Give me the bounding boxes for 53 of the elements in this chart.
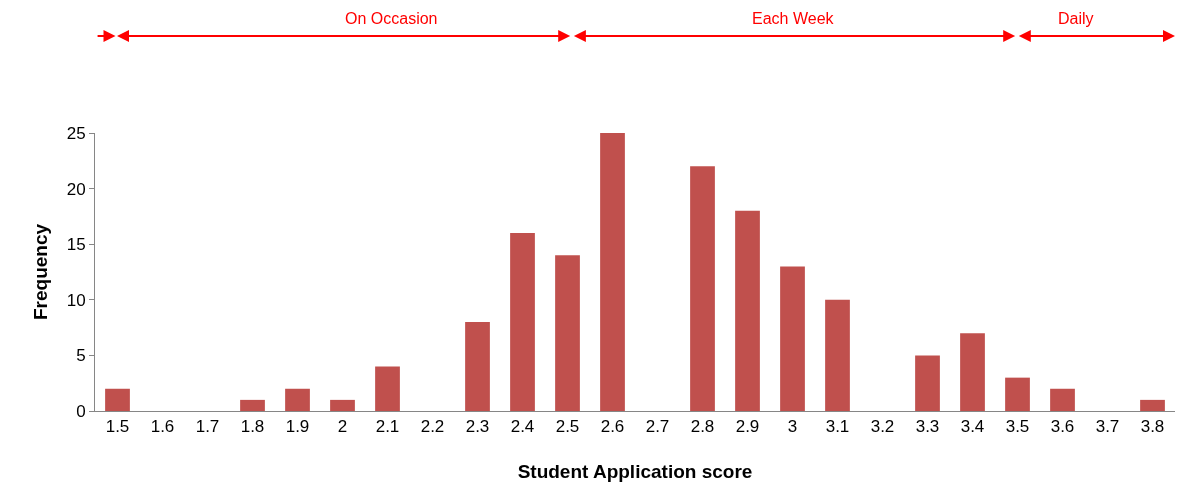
bar bbox=[915, 355, 940, 411]
x-tick-label: 2.8 bbox=[690, 417, 715, 437]
bar bbox=[780, 266, 805, 411]
x-tick-label: 3.1 bbox=[825, 417, 850, 437]
bar bbox=[1140, 399, 1165, 411]
y-tick-label: 10 bbox=[66, 290, 86, 310]
x-tick-label: 2.9 bbox=[735, 417, 760, 437]
text: On Occasion bbox=[345, 10, 438, 27]
x-tick-label: 1.5 bbox=[105, 417, 130, 437]
x-tick-label: 3.8 bbox=[1140, 417, 1165, 437]
bar bbox=[240, 399, 265, 411]
x-tick-label: 3 bbox=[787, 417, 798, 437]
x-tick-label: 3.5 bbox=[1005, 417, 1030, 437]
bar bbox=[735, 210, 760, 411]
x-tick-label: 2 bbox=[337, 417, 348, 437]
bar bbox=[1005, 377, 1030, 411]
bar bbox=[825, 299, 850, 411]
x-tick-label: 3.2 bbox=[870, 417, 895, 437]
x-tick-label: 2.3 bbox=[465, 417, 490, 437]
bar bbox=[375, 366, 400, 411]
y-axis-title: Frequency bbox=[30, 223, 51, 321]
x-axis-title: Student Application score bbox=[517, 461, 753, 482]
x-tick-label: 1.8 bbox=[240, 417, 265, 437]
y-tick-label: 5 bbox=[76, 346, 86, 366]
bar bbox=[555, 255, 580, 411]
bar bbox=[285, 388, 310, 411]
y-tick-label: 25 bbox=[66, 123, 86, 143]
bar bbox=[105, 388, 130, 411]
x-tick-label: 1.7 bbox=[195, 417, 220, 437]
bar bbox=[510, 233, 535, 411]
y-tick-label: 0 bbox=[76, 401, 86, 421]
bar bbox=[465, 322, 490, 411]
bar bbox=[690, 166, 715, 411]
text: Daily bbox=[1058, 10, 1094, 27]
x-tick-label: 2.5 bbox=[555, 417, 580, 437]
x-tick-label: 2.7 bbox=[645, 417, 670, 437]
x-tick-label: 1.6 bbox=[150, 417, 175, 437]
x-tick-label: 3.3 bbox=[915, 417, 940, 437]
x-tick-label: 2.2 bbox=[420, 417, 445, 437]
x-tick-label: 2.1 bbox=[375, 417, 400, 437]
bar bbox=[1050, 388, 1075, 411]
y-tick-label: 15 bbox=[66, 235, 86, 255]
x-tick-label: 3.6 bbox=[1050, 417, 1075, 437]
bar bbox=[960, 333, 985, 411]
bar bbox=[600, 133, 625, 411]
x-tick-label: 2.6 bbox=[600, 417, 625, 437]
bar bbox=[330, 399, 355, 411]
y-tick-label: 20 bbox=[66, 179, 86, 199]
x-tick-label: 3.7 bbox=[1095, 417, 1120, 437]
x-tick-label: 2.4 bbox=[510, 417, 535, 437]
x-tick-label: 3.4 bbox=[960, 417, 985, 437]
x-tick-label: 1.9 bbox=[285, 417, 310, 437]
text: Each Week bbox=[752, 10, 835, 27]
